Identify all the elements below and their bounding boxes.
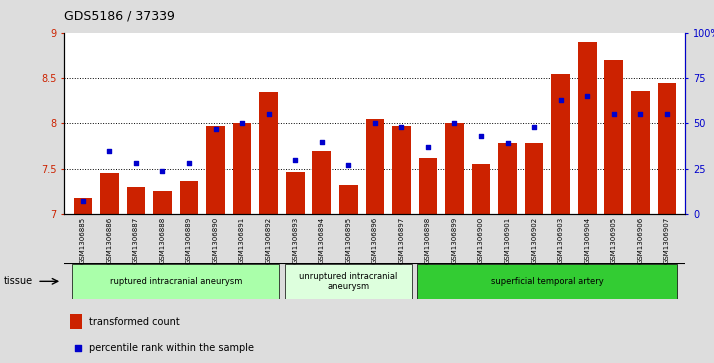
- Text: unruptured intracranial
aneurysm: unruptured intracranial aneurysm: [299, 272, 398, 291]
- Bar: [605, 60, 623, 214]
- Text: GSM1306886: GSM1306886: [106, 217, 112, 264]
- Text: GSM1306892: GSM1306892: [266, 217, 271, 264]
- Bar: [233, 123, 251, 214]
- Bar: [285, 264, 412, 299]
- Bar: [366, 119, 384, 214]
- Point: [396, 124, 407, 130]
- Bar: [658, 83, 676, 214]
- Text: GSM1306895: GSM1306895: [346, 217, 351, 264]
- Point: [77, 199, 89, 204]
- Bar: [154, 192, 172, 214]
- Bar: [126, 187, 145, 214]
- Bar: [472, 164, 491, 214]
- Text: GSM1306890: GSM1306890: [213, 217, 218, 264]
- Text: GSM1306901: GSM1306901: [505, 217, 511, 264]
- Bar: [313, 151, 331, 214]
- Point: [316, 139, 328, 144]
- Bar: [74, 198, 92, 214]
- Text: GSM1306907: GSM1306907: [664, 217, 670, 264]
- Text: GDS5186 / 37339: GDS5186 / 37339: [64, 9, 175, 22]
- Text: GSM1306893: GSM1306893: [292, 217, 298, 264]
- Text: GSM1306894: GSM1306894: [318, 217, 325, 264]
- Point: [608, 111, 620, 117]
- Text: ruptured intracranial aneurysm: ruptured intracranial aneurysm: [109, 277, 242, 286]
- Text: GSM1306898: GSM1306898: [425, 217, 431, 264]
- Bar: [498, 143, 517, 214]
- Text: superficial temporal artery: superficial temporal artery: [491, 277, 604, 286]
- Point: [476, 133, 487, 139]
- Bar: [417, 264, 678, 299]
- Point: [635, 111, 646, 117]
- Point: [210, 126, 221, 132]
- Bar: [392, 126, 411, 214]
- Bar: [631, 91, 650, 214]
- Point: [449, 121, 461, 126]
- Text: GSM1306902: GSM1306902: [531, 217, 537, 264]
- Bar: [206, 126, 225, 214]
- Point: [493, 194, 505, 200]
- Point: [183, 160, 195, 166]
- Bar: [551, 73, 570, 214]
- Text: GSM1306888: GSM1306888: [159, 217, 166, 264]
- Bar: [418, 158, 437, 214]
- Point: [104, 148, 115, 154]
- Point: [157, 168, 169, 174]
- Text: GSM1306899: GSM1306899: [451, 217, 458, 264]
- Point: [528, 124, 540, 130]
- Text: GSM1306905: GSM1306905: [610, 217, 617, 264]
- Point: [369, 121, 381, 126]
- Bar: [259, 92, 278, 214]
- Text: GSM1306887: GSM1306887: [133, 217, 139, 264]
- Point: [289, 157, 301, 163]
- Text: transformed count: transformed count: [89, 317, 180, 327]
- Text: percentile rank within the sample: percentile rank within the sample: [89, 343, 254, 353]
- Text: GSM1306889: GSM1306889: [186, 217, 192, 264]
- Text: GSM1306885: GSM1306885: [80, 217, 86, 264]
- Point: [263, 111, 274, 117]
- Point: [581, 93, 593, 99]
- Bar: [446, 123, 464, 214]
- Bar: [286, 172, 304, 214]
- Point: [130, 160, 141, 166]
- Bar: [339, 185, 358, 214]
- Point: [236, 121, 248, 126]
- Text: GSM1306906: GSM1306906: [638, 217, 643, 264]
- Point: [661, 111, 673, 117]
- Bar: [525, 143, 543, 214]
- Text: GSM1306903: GSM1306903: [558, 217, 563, 264]
- Bar: [180, 180, 198, 214]
- Text: GSM1306897: GSM1306897: [398, 217, 404, 264]
- Bar: [100, 174, 119, 214]
- Point: [555, 97, 566, 103]
- Text: GSM1306891: GSM1306891: [239, 217, 245, 264]
- Bar: [71, 314, 81, 329]
- Bar: [578, 42, 596, 214]
- Point: [343, 162, 354, 168]
- Point: [422, 144, 433, 150]
- Text: GSM1306900: GSM1306900: [478, 217, 484, 264]
- Text: tissue: tissue: [4, 276, 33, 286]
- Text: GSM1306896: GSM1306896: [372, 217, 378, 264]
- Text: GSM1306904: GSM1306904: [584, 217, 590, 264]
- Bar: [72, 264, 279, 299]
- Point: [502, 140, 513, 146]
